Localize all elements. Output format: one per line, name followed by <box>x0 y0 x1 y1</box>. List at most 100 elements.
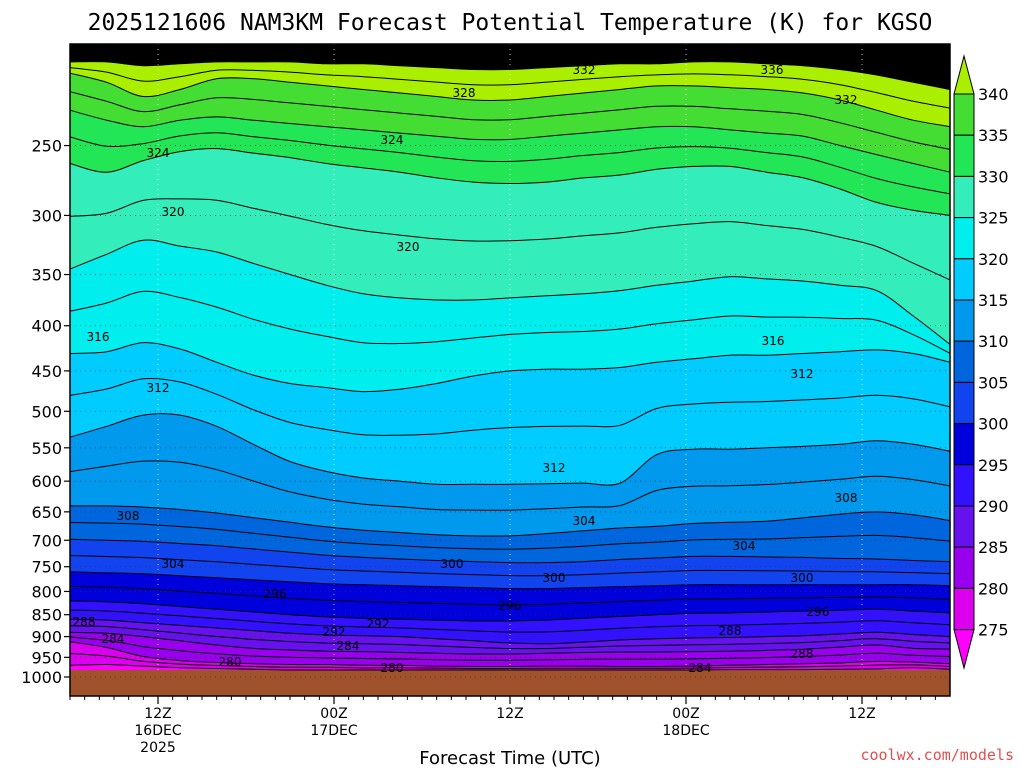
x-axis-label: Forecast Time (UTC) <box>419 748 600 768</box>
contour-label: 280 <box>219 655 242 669</box>
pressure-tick-label: 950 <box>31 648 62 667</box>
time-tick-label: 2025 <box>140 740 176 756</box>
contour-label: 336 <box>761 63 784 77</box>
isentrope-line <box>69 585 951 606</box>
pressure-tick-label: 700 <box>31 531 62 550</box>
pressure-tick-label: 800 <box>31 582 62 601</box>
colorbar-swatch <box>953 340 975 383</box>
colorbar-swatch <box>953 258 975 301</box>
isentrope-line <box>69 460 951 511</box>
contour-label: 328 <box>453 86 476 100</box>
contour-label: 288 <box>73 615 96 629</box>
contour-label: 316 <box>87 330 110 344</box>
contour-label: 288 <box>791 647 814 661</box>
contour-label: 308 <box>117 509 140 523</box>
pressure-tick-label: 750 <box>31 558 62 577</box>
pressure-tick-label: 650 <box>31 503 62 522</box>
pressure-tick-label: 250 <box>31 137 62 156</box>
contour-label: 324 <box>147 146 170 160</box>
colorbar: 340 335 330 325 320 315 310 305 300 295 290 285 280 2… <box>953 54 1009 670</box>
colorbar-swatch <box>953 464 975 507</box>
contour-label: 308 <box>835 491 858 505</box>
contour-label: 292 <box>367 617 390 631</box>
colorbar-label: 300 <box>978 415 1009 434</box>
ground-strip <box>70 670 950 696</box>
isentrope-line <box>69 67 951 109</box>
colorbar-swatch <box>953 134 975 177</box>
colorbar-label: 290 <box>978 497 1009 516</box>
colorbar-top-arrow <box>953 54 975 95</box>
colorbar-label: 275 <box>978 621 1009 640</box>
pressure-tick-label: 600 <box>31 472 62 491</box>
colorbar-label: 330 <box>978 167 1009 186</box>
time-tick-label: 12Z <box>496 706 523 722</box>
isentrope-line <box>69 522 951 550</box>
colorbar-swatch <box>953 381 975 425</box>
contour-labels: 332 332 336 328 332 324 324 320 320 316 316 312 312 3… <box>73 45 858 675</box>
isentrope-line <box>69 653 951 669</box>
time-tick-label: 18DEC <box>662 723 709 739</box>
isentrope-line <box>69 538 951 564</box>
contour-label: 320 <box>162 205 185 219</box>
colorbar-swatch <box>953 217 975 260</box>
contour-label: 332 <box>337 45 360 59</box>
isentrope-line <box>69 636 951 661</box>
credit-text: coolwx.com/models <box>860 746 1014 764</box>
pressure-tick-label: 550 <box>31 439 62 458</box>
colorbar-label: 340 <box>978 85 1009 104</box>
colorbar-label: 325 <box>978 209 1009 228</box>
pressure-tick-label: 300 <box>31 206 62 225</box>
contour-label: 296 <box>807 605 830 619</box>
pressure-tick-label: 500 <box>31 402 62 421</box>
isentrope-line <box>69 663 951 671</box>
colorbar-label: 285 <box>978 538 1009 557</box>
contour-label: 312 <box>147 381 170 395</box>
isentrope-line <box>69 618 951 645</box>
time-tick-label: 12Z <box>848 706 875 722</box>
isentrope-line <box>69 91 951 150</box>
contour-label: 296 <box>499 599 522 613</box>
isentrope-line <box>69 505 951 537</box>
isentrope-line <box>69 198 951 281</box>
isentrope-line <box>69 132 951 195</box>
isentrope-line <box>69 61 951 90</box>
contour-label: 292 <box>323 625 346 639</box>
ground-layer <box>70 670 950 696</box>
contour-label: 284 <box>689 661 712 675</box>
colorbar-bottom-arrow <box>953 629 975 670</box>
isentrope-line <box>69 625 951 650</box>
contour-label: 304 <box>162 557 185 571</box>
colorbar-label: 295 <box>978 456 1009 475</box>
chart-title: 2025121606 NAM3KM Forecast Potential Tem… <box>88 10 933 36</box>
colorbar-swatch <box>953 175 975 219</box>
contour-label: 300 <box>543 571 566 585</box>
contour-label: 284 <box>102 632 125 646</box>
contour-label: 304 <box>573 514 596 528</box>
time-tick-label: 16DEC <box>134 723 181 739</box>
isentrope-line <box>69 631 951 655</box>
isentrope-line <box>69 239 951 345</box>
isentrope-line <box>69 555 951 577</box>
contour-label: 288 <box>719 624 742 638</box>
colorbar-label: 310 <box>978 332 1009 351</box>
colorbar-swatch <box>953 423 975 466</box>
pressure-tick-label: 400 <box>31 317 62 336</box>
pressure-axis: 250 300 350 400 450 500 550 600 650 700 750 800 850 9… <box>21 137 70 687</box>
colorbar-swatch <box>953 546 975 589</box>
contour-label: 320 <box>397 240 420 254</box>
colorbar-swatch <box>953 93 975 136</box>
temperature-band <box>70 44 950 127</box>
isentrope-line <box>69 641 951 668</box>
contour-label: 296 <box>264 587 287 601</box>
isentrope-line <box>69 609 951 633</box>
isentrope-line <box>69 72 951 128</box>
isentrope-line <box>69 342 951 393</box>
isentrope-line <box>69 413 951 486</box>
contour-label: 284 <box>337 639 360 653</box>
isentrope-line <box>69 148 951 216</box>
pressure-tick-label: 1000 <box>21 668 62 687</box>
isentrope-line <box>69 290 951 354</box>
pressure-tick-label: 350 <box>31 266 62 285</box>
